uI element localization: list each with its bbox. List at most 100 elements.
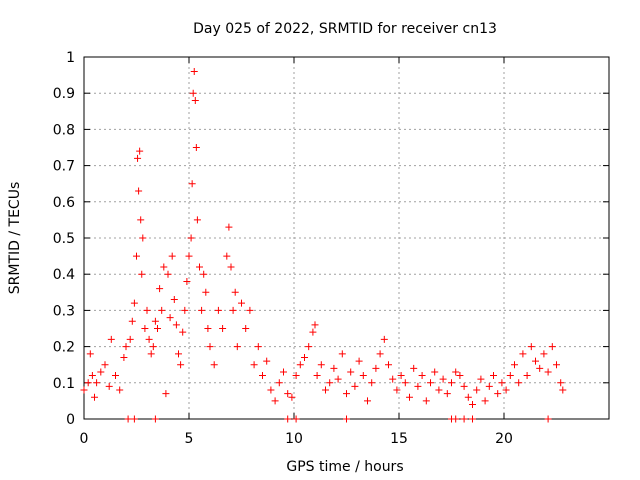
data-point bbox=[193, 216, 201, 224]
data-point bbox=[473, 386, 481, 394]
y-tick-label: 0.5 bbox=[53, 231, 75, 247]
data-point bbox=[410, 364, 418, 372]
data-point bbox=[544, 415, 552, 423]
y-tick-label: 1 bbox=[66, 50, 75, 66]
data-point bbox=[326, 379, 334, 387]
data-point bbox=[242, 325, 250, 332]
data-point bbox=[559, 386, 567, 394]
data-point bbox=[133, 252, 140, 260]
data-point bbox=[149, 343, 157, 351]
data-point bbox=[154, 325, 161, 332]
data-point bbox=[311, 321, 319, 329]
data-point bbox=[259, 372, 266, 380]
y-axis-label: SRMTID / TECUs bbox=[7, 182, 23, 295]
data-point bbox=[334, 375, 342, 383]
data-point bbox=[250, 361, 258, 369]
data-point bbox=[263, 357, 271, 365]
data-point bbox=[338, 350, 346, 358]
data-point bbox=[80, 386, 88, 394]
data-point bbox=[225, 223, 233, 231]
data-point bbox=[130, 415, 138, 423]
data-point bbox=[231, 288, 239, 296]
data-point bbox=[172, 321, 180, 329]
data-point bbox=[532, 357, 539, 365]
data-point bbox=[233, 343, 241, 351]
data-point bbox=[515, 379, 523, 387]
data-point bbox=[519, 350, 527, 358]
data-point bbox=[179, 328, 187, 336]
data-point bbox=[168, 252, 176, 260]
data-point bbox=[122, 343, 130, 351]
data-point bbox=[527, 343, 535, 351]
data-point bbox=[544, 368, 552, 376]
data-point bbox=[206, 343, 214, 351]
data-point bbox=[548, 343, 556, 351]
data-point bbox=[393, 386, 401, 394]
data-point bbox=[485, 382, 493, 390]
data-point bbox=[523, 372, 531, 380]
y-tick-label: 0.9 bbox=[53, 86, 75, 102]
data-point bbox=[296, 361, 304, 369]
data-point bbox=[452, 368, 460, 376]
data-point bbox=[91, 393, 98, 401]
data-point bbox=[128, 317, 136, 325]
data-point bbox=[120, 353, 128, 361]
data-point bbox=[210, 361, 218, 369]
x-tick-label: 10 bbox=[285, 431, 303, 447]
data-point bbox=[246, 306, 254, 314]
data-point bbox=[185, 252, 193, 260]
data-point bbox=[187, 234, 195, 242]
data-point bbox=[406, 393, 413, 401]
data-point bbox=[317, 361, 325, 369]
data-point bbox=[309, 328, 317, 336]
data-point bbox=[414, 382, 422, 390]
data-point bbox=[112, 372, 119, 380]
data-point bbox=[97, 368, 105, 376]
y-tick-label: 0 bbox=[66, 412, 75, 428]
data-point bbox=[200, 270, 208, 278]
data-point bbox=[105, 382, 113, 390]
data-points bbox=[80, 67, 567, 423]
data-point bbox=[322, 386, 329, 394]
data-point bbox=[511, 361, 518, 369]
data-point bbox=[460, 415, 468, 423]
x-tick-label: 15 bbox=[390, 431, 408, 447]
data-point bbox=[158, 306, 166, 314]
data-point bbox=[86, 350, 94, 358]
data-point bbox=[101, 361, 109, 369]
data-point bbox=[380, 335, 388, 343]
data-point bbox=[275, 379, 283, 387]
data-point bbox=[313, 372, 321, 380]
data-point bbox=[435, 386, 443, 394]
data-point bbox=[147, 350, 155, 358]
data-point bbox=[494, 390, 502, 398]
y-tick-label: 0.4 bbox=[53, 267, 75, 283]
data-point bbox=[160, 263, 168, 271]
data-point bbox=[359, 372, 367, 380]
x-tick-label: 5 bbox=[185, 431, 194, 447]
data-point bbox=[343, 415, 350, 423]
data-point bbox=[490, 372, 497, 380]
data-point bbox=[137, 216, 145, 224]
data-point bbox=[189, 89, 197, 97]
data-point bbox=[271, 397, 279, 405]
data-point bbox=[469, 415, 476, 423]
data-point bbox=[469, 401, 476, 409]
data-point bbox=[198, 306, 206, 314]
data-point bbox=[347, 368, 355, 376]
data-point bbox=[223, 252, 231, 260]
data-point bbox=[385, 361, 392, 369]
data-point bbox=[506, 372, 514, 380]
data-point bbox=[151, 317, 159, 325]
data-point bbox=[181, 306, 189, 314]
data-point bbox=[397, 372, 405, 380]
y-tick-label: 0.3 bbox=[53, 303, 75, 319]
data-point bbox=[162, 390, 170, 398]
grid bbox=[84, 57, 609, 419]
data-point bbox=[93, 379, 101, 387]
data-point bbox=[164, 270, 172, 278]
data-point bbox=[502, 386, 510, 394]
y-tick-label: 0.1 bbox=[53, 376, 75, 392]
data-point bbox=[130, 299, 138, 307]
